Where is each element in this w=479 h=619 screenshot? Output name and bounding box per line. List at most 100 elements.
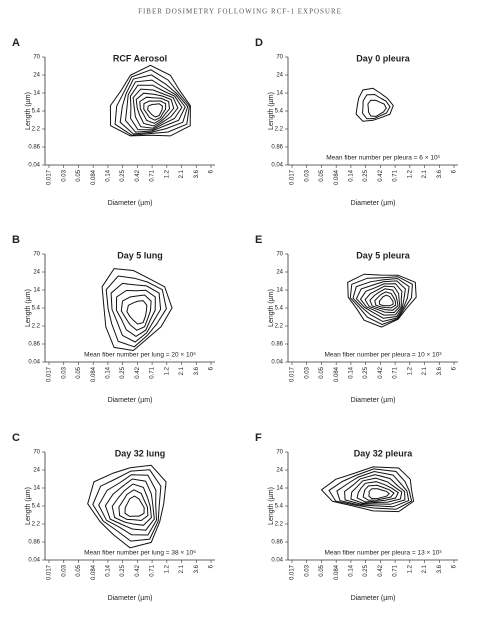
x-tick-label: 1.2 xyxy=(164,169,170,178)
x-tick-label: 2.1 xyxy=(422,366,428,375)
contour xyxy=(87,464,167,549)
y-tick-label: 2.2 xyxy=(275,522,284,528)
y-tick-label: 0.86 xyxy=(271,540,283,546)
contour xyxy=(374,291,397,309)
y-tick-label: 2.2 xyxy=(275,324,284,330)
contour xyxy=(129,84,183,131)
y-tick-label: 0.86 xyxy=(28,540,40,546)
x-tick-label: 6 xyxy=(209,564,215,568)
x-tick-label: 0.084 xyxy=(91,366,97,382)
y-tick-label: 0.04 xyxy=(271,163,283,169)
contour xyxy=(124,79,186,133)
x-tick-label: 0.084 xyxy=(334,366,340,382)
contour xyxy=(120,294,152,331)
x-tick-label: 0.084 xyxy=(91,169,97,185)
y-axis-label: Length (µm) xyxy=(268,92,275,130)
panel: E Day 5 pleura 0.04 0.86 2.2 5.4 14 24 70 0.017 0.… xyxy=(255,234,458,404)
x-tick-label: 0.25 xyxy=(120,564,126,576)
x-tick-label: 0.084 xyxy=(334,564,340,580)
x-tick-label: 0.42 xyxy=(135,366,141,378)
y-axis-label: Length (µm) xyxy=(25,289,32,327)
contour xyxy=(359,283,403,316)
y-tick-label: 5.4 xyxy=(275,306,284,312)
y-tick-label: 2.2 xyxy=(32,127,41,133)
panel-note: Mean fiber number per lung = 38 × 10⁶ xyxy=(84,550,196,557)
x-tick-label: 2.1 xyxy=(422,169,428,178)
y-tick-label: 5.4 xyxy=(275,504,284,510)
y-tick-label: 2.2 xyxy=(32,522,41,528)
y-tick-label: 24 xyxy=(33,73,40,79)
x-tick-label: 0.017 xyxy=(290,564,296,580)
x-axis-label: Diameter (µm) xyxy=(351,397,396,404)
x-tick-label: 0.71 xyxy=(393,564,399,576)
panel-letter: E xyxy=(255,234,262,246)
x-tick-label: 3.6 xyxy=(194,169,200,178)
contour xyxy=(124,495,145,517)
contour xyxy=(135,92,175,127)
x-tick-label: 0.25 xyxy=(363,169,369,181)
x-tick-label: 2.1 xyxy=(179,564,185,573)
x-tick-label: 3.6 xyxy=(194,564,200,573)
contour xyxy=(126,300,148,325)
x-tick-label: 6 xyxy=(452,366,458,370)
y-tick-label: 70 xyxy=(276,450,283,456)
contour xyxy=(356,481,399,503)
y-tick-label: 0.86 xyxy=(271,145,283,151)
x-tick-label: 0.14 xyxy=(105,564,111,576)
y-tick-label: 70 xyxy=(33,450,40,456)
panel-note: Mean fiber number per lung = 20 × 10⁶ xyxy=(84,352,196,359)
y-tick-label: 0.04 xyxy=(28,163,40,169)
y-tick-label: 5.4 xyxy=(32,504,41,510)
x-tick-label: 0.05 xyxy=(76,564,82,576)
panel-title: Day 32 pleura xyxy=(354,448,414,458)
panel: A RCF Aerosol 0.04 0.86 2.2 5.4 14 24 70 0.017 0.0… xyxy=(12,37,215,207)
contour xyxy=(139,96,171,124)
contour xyxy=(355,280,406,319)
y-tick-label: 5.4 xyxy=(275,109,284,115)
x-tick-label: 3.6 xyxy=(437,169,443,178)
x-tick-label: 0.71 xyxy=(150,366,156,378)
x-tick-label: 0.25 xyxy=(120,169,126,181)
x-tick-label: 0.71 xyxy=(150,564,156,576)
contour xyxy=(98,474,158,536)
panel: B Day 5 lung 0.04 0.86 2.2 5.4 14 24 70 0.017 0.03… xyxy=(12,234,215,404)
figure-header: FIBER DOSIMETRY FOLLOWING RCF-1 EXPOSURE xyxy=(138,8,342,16)
contour xyxy=(367,99,387,117)
x-tick-label: 0.05 xyxy=(319,169,325,181)
x-tick-label: 0.14 xyxy=(348,169,354,181)
panel-letter: D xyxy=(255,37,263,49)
x-tick-label: 0.25 xyxy=(120,366,126,378)
x-tick-label: 6 xyxy=(452,169,458,173)
x-axis-label: Diameter (µm) xyxy=(108,595,153,602)
contour xyxy=(110,282,162,343)
contour xyxy=(336,470,410,508)
x-axis-label: Diameter (µm) xyxy=(351,200,396,207)
y-axis-label: Length (µm) xyxy=(268,289,275,327)
x-tick-label: 1.2 xyxy=(407,169,413,178)
panel: F Day 32 pleura 0.04 0.86 2.2 5.4 14 24 70 0.017 0… xyxy=(255,432,458,602)
panel-letter: F xyxy=(255,432,262,444)
x-tick-label: 0.03 xyxy=(61,564,67,576)
y-tick-label: 24 xyxy=(276,270,283,276)
x-tick-label: 0.05 xyxy=(319,564,325,576)
x-tick-label: 2.1 xyxy=(179,169,185,178)
panel-title: Day 5 pleura xyxy=(356,250,411,260)
x-tick-label: 0.14 xyxy=(348,564,354,576)
y-tick-label: 0.04 xyxy=(271,558,283,564)
x-tick-label: 0.42 xyxy=(378,169,384,181)
contour xyxy=(347,273,417,328)
x-tick-label: 0.017 xyxy=(47,564,53,580)
contour xyxy=(328,468,413,510)
y-tick-label: 70 xyxy=(276,252,283,258)
y-axis-label: Length (µm) xyxy=(25,487,32,525)
contour xyxy=(147,103,164,118)
panel-title: RCF Aerosol xyxy=(113,53,167,63)
contour xyxy=(364,285,401,314)
x-tick-label: 0.084 xyxy=(334,169,340,185)
y-tick-label: 0.86 xyxy=(28,145,40,151)
y-tick-label: 24 xyxy=(276,468,283,474)
x-tick-label: 0.017 xyxy=(290,169,296,185)
x-tick-label: 0.03 xyxy=(61,169,67,181)
panel-letter: A xyxy=(12,37,20,49)
x-tick-label: 6 xyxy=(209,169,215,173)
